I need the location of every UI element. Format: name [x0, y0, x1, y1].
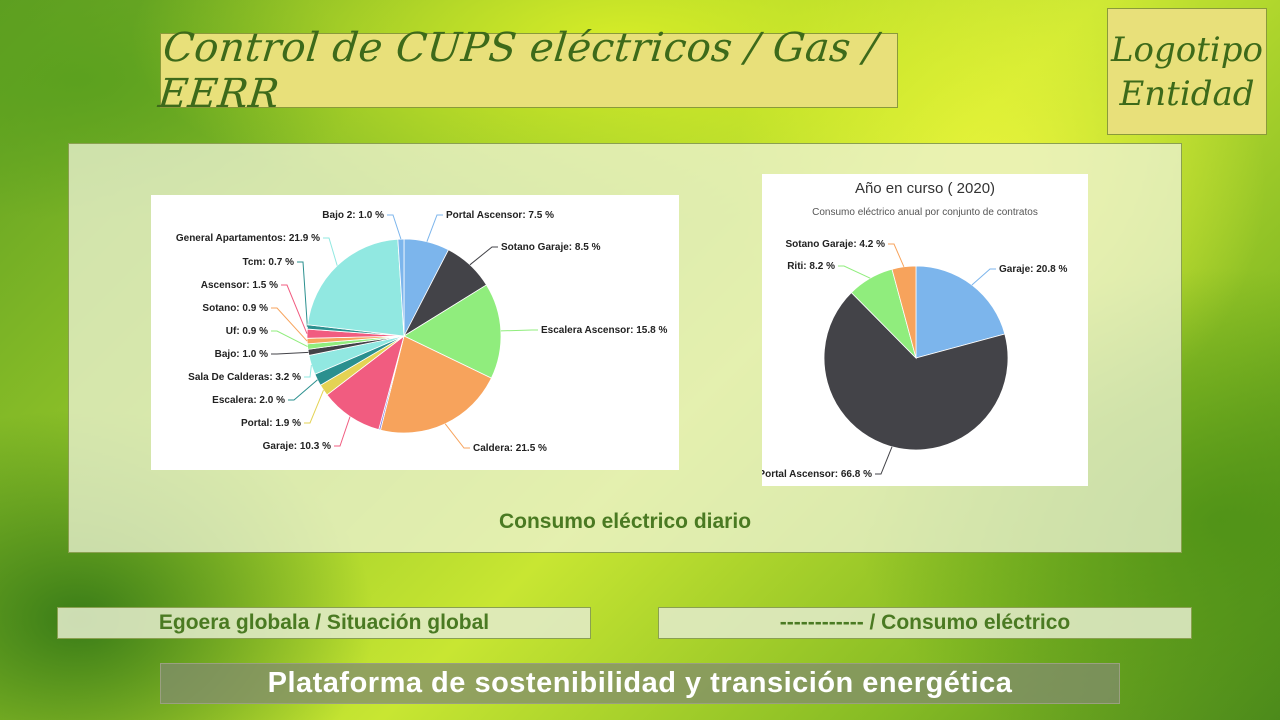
pie-label: Sotano Garaje: 4.2 %: [786, 239, 886, 250]
pie-label: Bajo 2: 1.0 %: [322, 210, 384, 221]
entity-logo: Logotipo Entidad: [1107, 8, 1267, 135]
pie-label: Sotano: 0.9 %: [202, 303, 268, 314]
pie-label: Escalera Ascensor: 15.8 %: [541, 325, 667, 336]
pie-connector: [297, 261, 308, 327]
daily-pie-svg: Portal Ascensor: 7.5 % Sotano Garaje: 8.5…: [176, 210, 668, 454]
pie-connector: [500, 329, 538, 332]
pie-connector: [281, 284, 308, 334]
pie-label: Bajo: 1.0 %: [215, 349, 268, 360]
title-banner: Control de CUPS eléctricos / Gas / EERR: [156, 25, 898, 117]
pie-connector: [271, 330, 308, 348]
pie-connector: [469, 246, 498, 266]
pie-label: Caldera: 21.5 %: [473, 443, 547, 454]
pie-connector: [444, 423, 470, 449]
pie-label: Garaje: 20.8 %: [999, 264, 1067, 275]
pie-label: General Apartamentos: 21.9 %: [176, 233, 320, 244]
pie-label: Sotano Garaje: 8.5 %: [501, 242, 601, 253]
pie-connector: [271, 307, 308, 342]
panel-caption: Consumo eléctrico diario: [498, 510, 752, 533]
pie-connector: [875, 446, 893, 475]
annual-chart-subtitle: Consumo eléctrico anual por conjunto de …: [812, 207, 1038, 218]
pie-connector: [838, 265, 871, 279]
pie-slice[interactable]: [397, 238, 405, 337]
pie-label: Escalera: 2.0 %: [212, 395, 285, 406]
pie-label: Uf: 0.9 %: [226, 326, 268, 337]
pie-connector: [334, 416, 351, 447]
daily-consumption-chart: Portal Ascensor: 7.5 % Sotano Garaje: 8.5…: [151, 195, 679, 470]
page-title: Control de CUPS eléctricos / Gas / EERR: [156, 24, 881, 117]
pie-label: Ascensor: 1.5 %: [201, 280, 278, 291]
pie-connector: [288, 379, 318, 401]
pie-label: Tcm: 0.7 %: [243, 257, 295, 268]
pie-connector: [888, 243, 905, 267]
pie-label: Portal Ascensor: 7.5 %: [446, 210, 554, 221]
annual-pie-svg: Garaje: 20.8 % Portal Ascensor: 66.8 % Rit…: [762, 239, 1067, 480]
pie-connector: [426, 214, 443, 242]
pie-label: Garaje: 10.3 %: [263, 441, 331, 452]
annual-consumption-chart: Año en curso ( 2020) Consumo eléctrico a…: [762, 174, 1088, 486]
logo-line-1: Logotipo: [1110, 29, 1264, 70]
pie-connector: [271, 351, 309, 355]
pie-connector: [323, 237, 338, 266]
pie-connector: [304, 390, 324, 424]
nav-global-situation[interactable]: Egoera globala / Situación global: [57, 607, 591, 639]
pie-connector: [304, 364, 312, 378]
pie-slice[interactable]: [823, 291, 1009, 451]
annual-chart-title: Año en curso ( 2020): [854, 180, 996, 197]
pie-connector: [387, 214, 402, 240]
pie-label: Riti: 8.2 %: [787, 261, 835, 272]
platform-tagline: Plataforma de sostenibilidad y transició…: [160, 663, 1120, 704]
pie-slice[interactable]: [403, 284, 502, 379]
pie-slice[interactable]: [307, 238, 405, 337]
pie-label: Portal Ascensor: 66.8 %: [762, 469, 872, 480]
logo-line-2: Entidad: [1119, 73, 1255, 114]
nav-electric-consumption[interactable]: ------------ / Consumo eléctrico: [658, 607, 1192, 639]
pie-label: Sala De Calderas: 3.2 %: [188, 372, 301, 383]
pie-label: Portal: 1.9 %: [241, 418, 301, 429]
pie-slice[interactable]: [380, 335, 492, 434]
pie-connector: [971, 268, 996, 286]
